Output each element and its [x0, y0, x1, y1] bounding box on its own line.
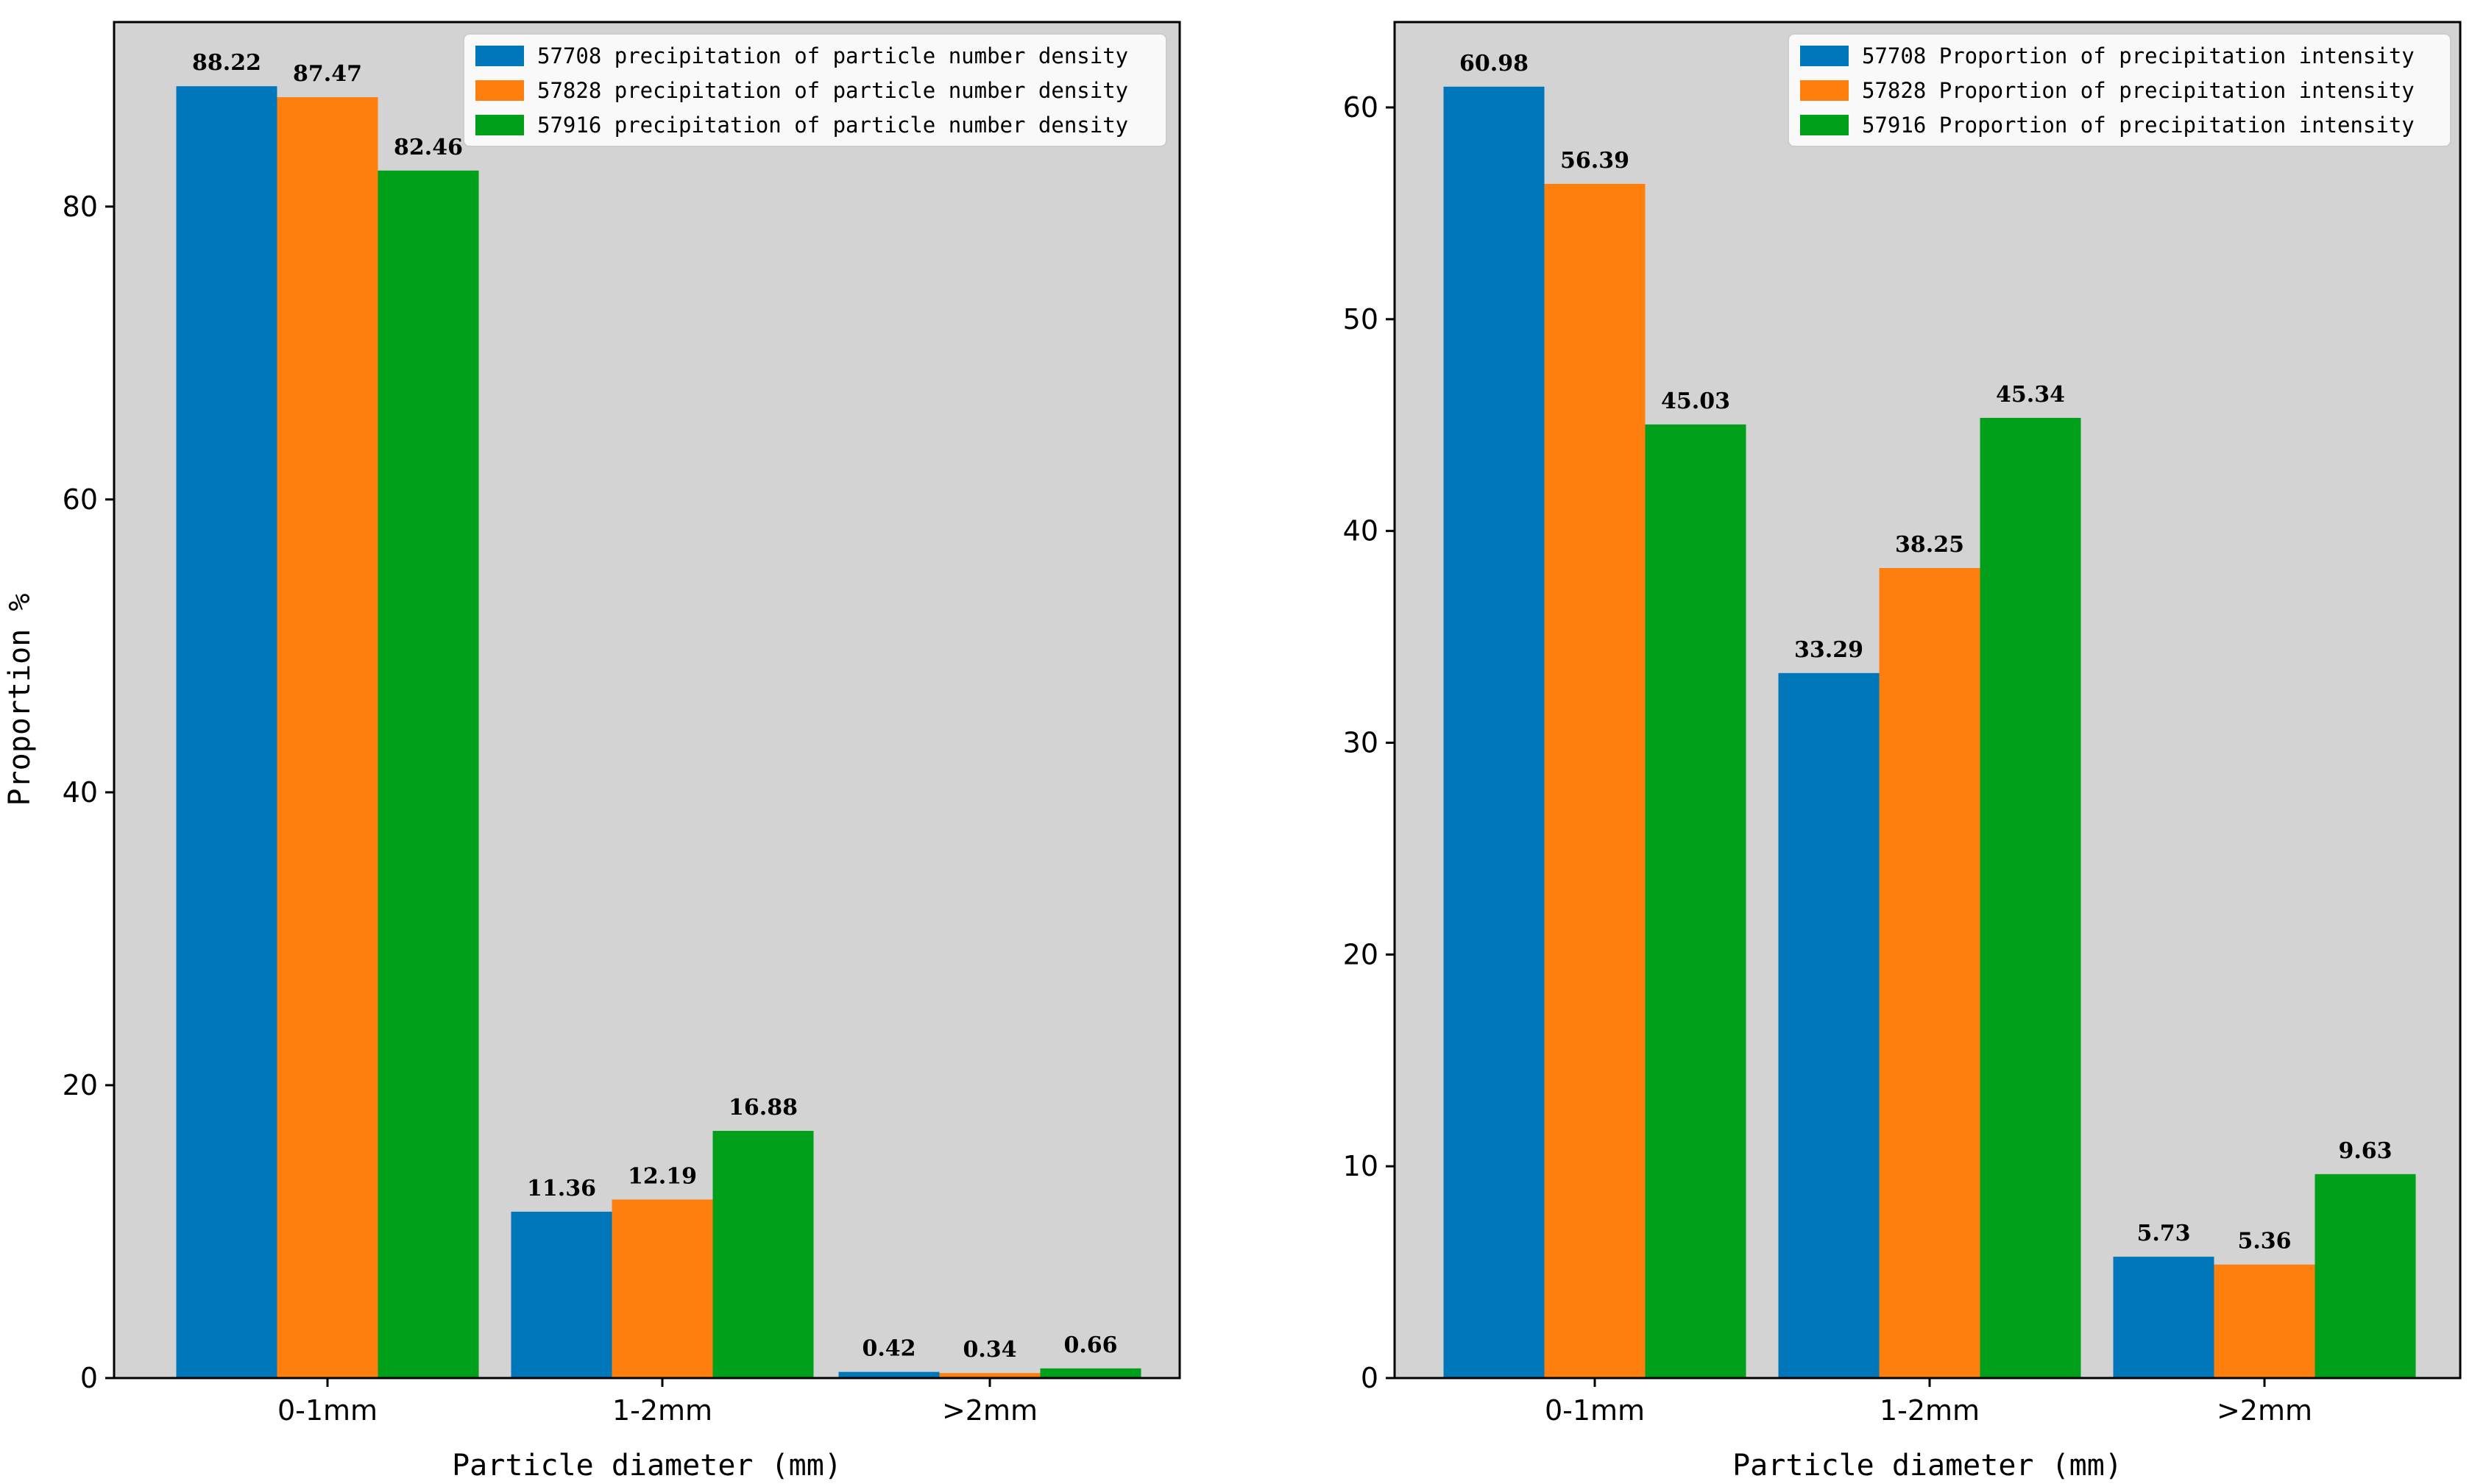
bar-value-label: 0.34 [963, 1337, 1016, 1363]
legend-box [463, 33, 1167, 147]
legend-label-1: 57708 Proportion of precipitation intens… [1862, 43, 2415, 68]
bar-series3-cat1 [378, 170, 479, 1379]
bar-value-label: 11.36 [527, 1176, 596, 1201]
bar-value-label: 38.25 [1895, 532, 1964, 558]
bar-value-label: 60.98 [1459, 51, 1529, 77]
chart-1: 88.22 11.36 0.42 87.47 12.19 0.34 82.46 16.88 0.… [3, 21, 1181, 1483]
bar-series2-cat3 [939, 1373, 1041, 1378]
bar-value-label: 5.73 [2136, 1221, 2190, 1246]
legend-swatch-3 [475, 115, 524, 135]
bar-series1-cat2 [1778, 672, 1880, 1378]
y-tick-label: 0 [1361, 1362, 1378, 1394]
legend-swatch-2 [1800, 80, 1849, 101]
legend-swatch-1 [1800, 46, 1849, 66]
x-axis-label: Particle diameter (mm) [452, 1449, 842, 1483]
legend-label-1: 57708 precipitation of particle number d… [537, 43, 1128, 68]
bar-series2-cat1 [1544, 183, 1646, 1379]
axes-frame [1393, 21, 2462, 1380]
y-tick-label: 80 [63, 191, 98, 223]
x-tick-label: 1-2mm [1880, 1394, 1980, 1427]
legend-label-2: 57828 precipitation of particle number d… [537, 78, 1128, 103]
bar-series3-cat2 [1980, 417, 2081, 1378]
legend-swatch-3 [1800, 115, 1849, 135]
legend: 57708 precipitation of particle number d… [463, 33, 1167, 147]
bar-value-label: 45.03 [1661, 388, 1730, 414]
bar-series1-cat3 [2113, 1257, 2214, 1378]
chart-2: 60.98 33.29 5.73 56.39 38.25 5.36 45.03 45.34 9.… [1343, 21, 2462, 1483]
x-tick-label: >2mm [2217, 1394, 2312, 1427]
legend-label-2: 57828 Proportion of precipitation intens… [1862, 78, 2415, 103]
legend-swatch-1 [475, 46, 524, 66]
y-tick-label: 30 [1343, 726, 1378, 759]
bar-series3-cat3 [1040, 1368, 1141, 1378]
x-tick-label: 0-1mm [1545, 1394, 1645, 1427]
bar-value-label: 12.19 [628, 1163, 697, 1189]
bar-series1-cat3 [838, 1371, 940, 1378]
y-tick-label: 10 [1343, 1150, 1378, 1182]
bar-value-label: 9.63 [2338, 1138, 2392, 1164]
x-tick-label: 1-2mm [612, 1394, 712, 1427]
bar-series2-cat1 [277, 97, 378, 1378]
legend-swatch-2 [475, 80, 524, 101]
bar-series3-cat1 [1645, 424, 1746, 1378]
x-axis-label: Particle diameter (mm) [1732, 1449, 2122, 1483]
bar-value-label: 0.66 [1063, 1332, 1117, 1358]
bar-series1-cat1 [176, 86, 277, 1378]
y-tick-label: 60 [63, 483, 98, 516]
bar-series2-cat3 [2214, 1264, 2315, 1378]
legend-label-3: 57916 Proportion of precipitation intens… [1862, 113, 2415, 138]
bar-value-label: 88.22 [192, 50, 261, 76]
bar-series2-cat2 [612, 1199, 713, 1378]
y-tick-label: 40 [1343, 515, 1378, 547]
x-tick-label: 0-1mm [277, 1394, 378, 1427]
bar-value-label: 87.47 [293, 61, 362, 87]
bar-series3-cat3 [2315, 1174, 2416, 1378]
bar-value-label: 5.36 [2237, 1229, 2291, 1254]
bar-value-label: 0.42 [862, 1336, 916, 1362]
legend-label-3: 57916 precipitation of particle number d… [537, 113, 1128, 138]
y-tick-label: 20 [1343, 938, 1378, 970]
bar-series1-cat1 [1443, 86, 1545, 1379]
bar-value-label: 16.88 [729, 1095, 798, 1121]
y-tick-label: 50 [1343, 303, 1378, 336]
legend-box [1788, 33, 2451, 147]
bar-series1-cat2 [511, 1211, 612, 1378]
bar-value-label: 45.34 [1996, 382, 2065, 408]
bar-value-label: 33.29 [1794, 637, 1863, 663]
y-axis-label: Proportion % [3, 594, 37, 806]
legend: 57708 Proportion of precipitation intens… [1788, 33, 2451, 147]
axes-frame [113, 21, 1181, 1380]
x-tick-label: >2mm [942, 1394, 1038, 1427]
bar-series2-cat2 [1879, 568, 1980, 1378]
y-tick-label: 0 [80, 1362, 98, 1394]
bar-value-label: 56.39 [1560, 148, 1629, 174]
bar-value-label: 82.46 [394, 135, 463, 160]
y-tick-label: 20 [63, 1069, 98, 1101]
y-tick-label: 60 [1343, 91, 1378, 124]
bar-series3-cat2 [712, 1131, 814, 1378]
y-tick-label: 40 [63, 776, 98, 809]
